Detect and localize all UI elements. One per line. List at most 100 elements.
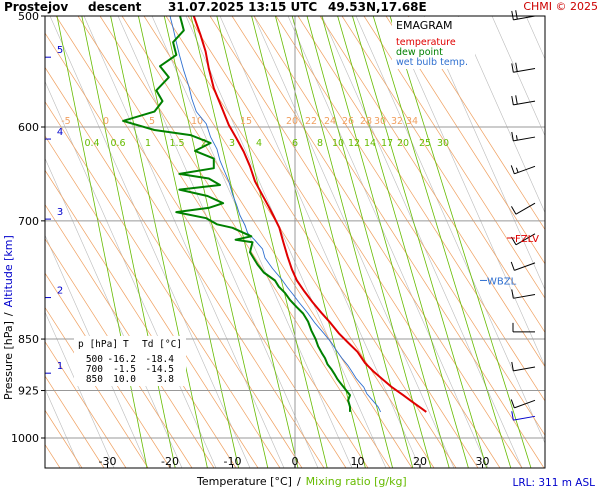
- dry-adiabat-line: [231, 16, 523, 468]
- dry-adiabat-label: 30: [374, 116, 386, 127]
- table-cell: 10.0: [113, 374, 136, 385]
- y-axis-label-altitude: Altitude [km]: [2, 235, 15, 307]
- wind-barb-staff: [513, 366, 536, 372]
- altitude-tick-label: 2: [57, 286, 63, 297]
- wind-barb-staff: [513, 136, 536, 142]
- wind-barb-half-feather: [515, 135, 518, 141]
- mixing-ratio-label: 10: [332, 138, 344, 149]
- pressure-tick-label: 700: [18, 215, 39, 228]
- dry-adiabat-label: 28: [360, 116, 372, 127]
- pressure-tick-label: 850: [18, 333, 39, 346]
- dry-adiabat-line: [187, 16, 479, 468]
- legend-temperature: temperature: [396, 37, 456, 48]
- wind-barb-feather: [515, 95, 518, 105]
- wind-barb: [511, 289, 536, 299]
- dry-adiabat-label: 0: [103, 116, 109, 127]
- mixing-ratio-line: [389, 16, 532, 468]
- wind-barb-feather: [511, 411, 514, 421]
- moist-adiabat-line: [423, 16, 545, 291]
- y-axis-label-pressure: Pressure [hPa]: [2, 321, 15, 400]
- dry-adiabat-line: [45, 135, 259, 468]
- line-labels: -5 0 5 10 15 20 22 24 26 28 30 32 340.4 0.6 1 1.5 2 3 4 6 8 1…: [61, 116, 449, 149]
- mixing-ratio-line: [251, 16, 366, 468]
- wind-barb-staff: [514, 399, 536, 409]
- dry-adiabat-line: [319, 16, 545, 368]
- mixing-ratio-label: 25: [419, 138, 431, 149]
- temperature-tick-label: -10: [224, 455, 242, 468]
- wind-barbs: [510, 10, 536, 421]
- header-station: Prostejov: [4, 0, 68, 14]
- wind-barb-feather: [515, 10, 518, 20]
- moist-adiabat-line: [287, 16, 489, 468]
- grid-layer: [45, 16, 545, 468]
- dry-adiabat-label: 32: [391, 116, 403, 127]
- dry-adiabat-line: [45, 341, 127, 468]
- dry-adiabat-label: 34: [406, 116, 418, 127]
- dry-adiabat-line: [55, 16, 347, 468]
- moist-adiabat-line: [457, 16, 545, 214]
- dry-adiabat-label: 20: [286, 116, 298, 127]
- moist-adiabat-line: [45, 234, 149, 468]
- moist-adiabat-line: [389, 16, 545, 368]
- x-axis-label: Temperature [°C] / Mixing ratio [g/kg]: [196, 475, 407, 488]
- wind-barb-feather: [511, 95, 514, 105]
- wind-barb-feather: [511, 10, 514, 20]
- table-cell: -16.2: [107, 354, 136, 365]
- wind-barb: [512, 322, 535, 333]
- moist-adiabat-line: [45, 388, 81, 468]
- mixing-ratio-line: [163, 16, 269, 468]
- mixing-ratio-label: 20: [397, 138, 409, 149]
- x-axis-label-temperature: Temperature [°C]: [196, 475, 292, 488]
- pressure-tick-label: 925: [18, 385, 39, 398]
- wind-barb: [511, 202, 536, 215]
- wind-barb-feather: [511, 206, 517, 215]
- wind-barb: [511, 62, 536, 73]
- dew-point-curve: [122, 16, 351, 412]
- dry-adiabat-label: -5: [61, 116, 70, 127]
- dry-adiabat-line: [143, 16, 435, 468]
- mixing-ratio-line: [110, 16, 208, 468]
- table-cell: -1.5: [113, 364, 136, 375]
- wind-barb-feather: [511, 131, 514, 141]
- dry-adiabat-line: [45, 66, 303, 468]
- mixing-ratio-line: [138, 16, 239, 468]
- temperature-tick-label: 10: [351, 455, 365, 468]
- legend-background: [392, 17, 475, 69]
- dry-adiabat-line: [297, 16, 545, 402]
- dry-adiabat-line: [45, 169, 237, 468]
- altitude-tick-label: 3: [57, 207, 63, 218]
- mixing-ratio-label: 30: [437, 138, 449, 149]
- wind-barb-feather: [511, 289, 514, 299]
- mixing-ratio-label: 4: [256, 138, 262, 149]
- wind-barb-staff: [513, 15, 536, 21]
- wind-barb: [510, 399, 536, 409]
- mixing-ratio-label: 1: [145, 138, 151, 149]
- mixing-ratio-line: [352, 16, 487, 468]
- moist-adiabat-line: [560, 16, 600, 468]
- legend-dew-point: dew point: [396, 47, 443, 58]
- dry-adiabat-line: [45, 32, 325, 468]
- wbzl-marker: WBZL: [480, 276, 517, 287]
- wind-barb-feather: [511, 63, 514, 73]
- y-axis-label-separator: /: [2, 312, 15, 316]
- table-cell: 3.8: [157, 374, 174, 385]
- plot-frame: [44, 15, 546, 469]
- wind-barb-staff: [515, 202, 536, 215]
- wbzl-label: WBZL: [487, 276, 517, 287]
- mixing-ratio-label: 1.5: [169, 138, 184, 149]
- table-header-td: Td [°C]: [142, 339, 182, 350]
- mixing-ratio-line: [306, 16, 432, 468]
- dry-adiabat-label: 22: [305, 116, 317, 127]
- dry-adiabat-label: 26: [342, 116, 354, 127]
- wind-barb: [511, 95, 536, 106]
- table-cell: 500: [86, 354, 103, 365]
- y-axis-label: Pressure [hPa] / Altitude [km]: [2, 235, 15, 400]
- dry-adiabat-line: [45, 306, 149, 468]
- wind-barb-staff: [513, 67, 536, 73]
- wind-barb: [511, 361, 536, 372]
- wind-barb-feather: [510, 399, 515, 409]
- moist-adiabat-line: [117, 16, 319, 468]
- wind-barb: [511, 411, 536, 421]
- legend-title: EMAGRAM: [396, 19, 453, 32]
